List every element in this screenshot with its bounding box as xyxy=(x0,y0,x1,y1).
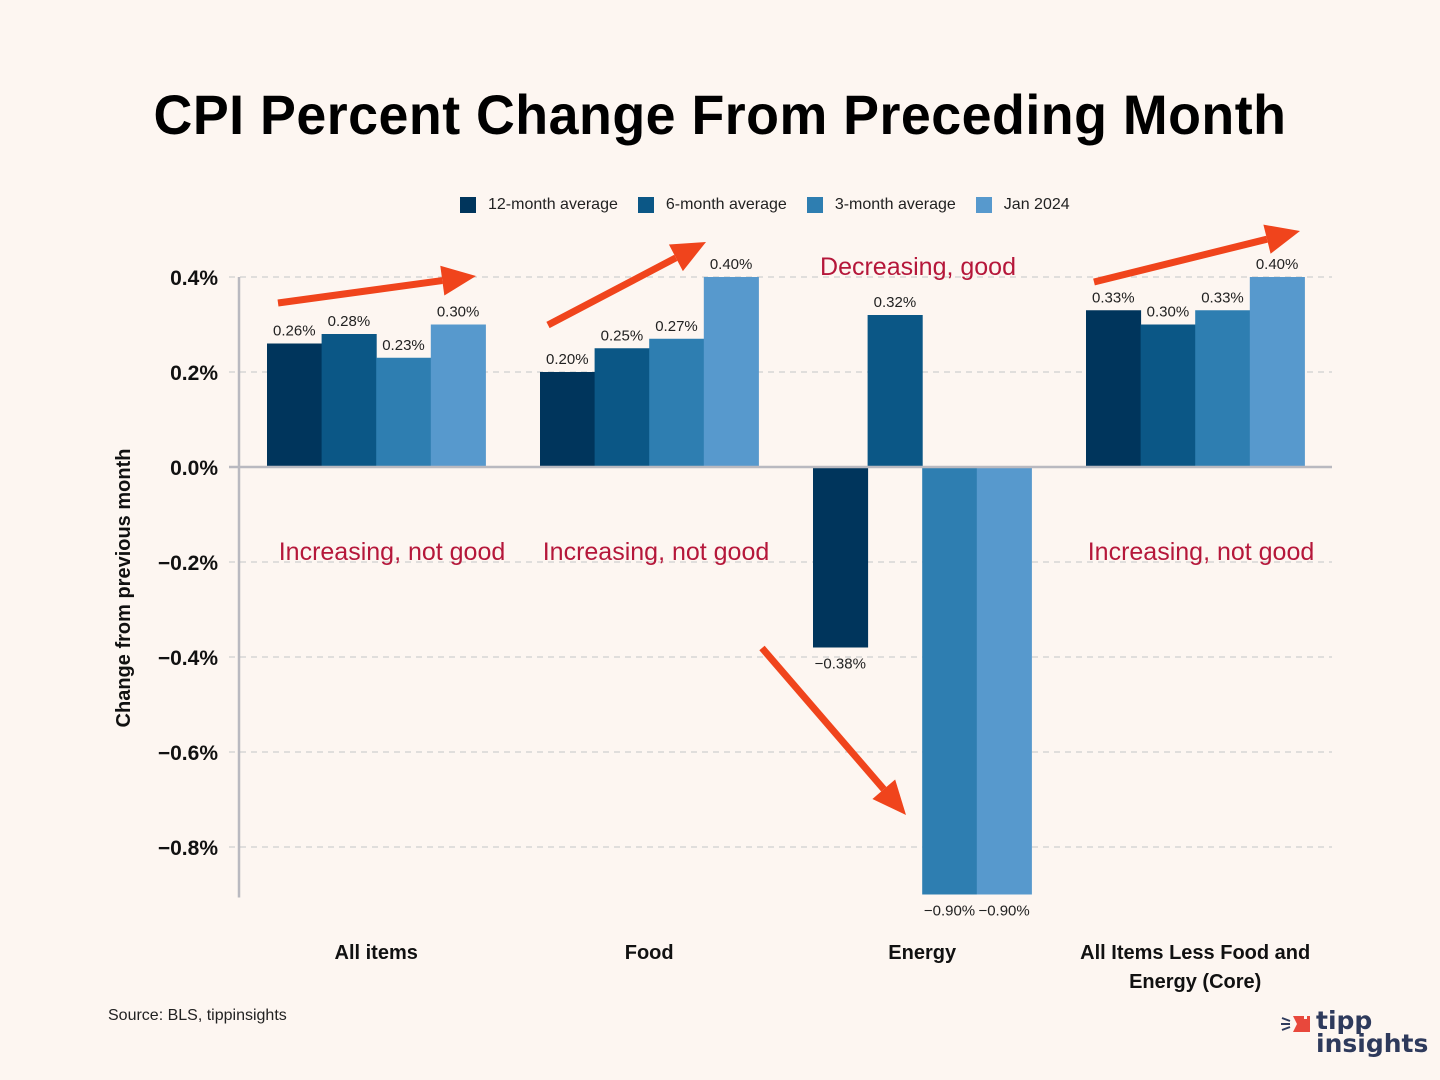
data-label: 0.30% xyxy=(437,304,480,321)
trend-arrow-head-icon xyxy=(872,779,906,815)
bar xyxy=(540,372,596,467)
category-label: All items xyxy=(335,942,418,964)
data-label: 0.40% xyxy=(1256,256,1299,273)
y-tick-label: −0.4% xyxy=(158,647,218,670)
data-label: 0.30% xyxy=(1147,304,1190,321)
legend-item: 6-month average xyxy=(637,196,787,214)
annotation-text: Increasing, not good xyxy=(543,538,770,566)
chart-title: CPI Percent Change From Preceding Month xyxy=(153,83,1287,146)
data-label: 0.33% xyxy=(1092,289,1135,306)
megaphone-icon xyxy=(1281,1016,1310,1032)
legend-label: 6-month average xyxy=(665,196,787,213)
legend-swatch xyxy=(975,197,992,213)
trend-arrow-head-icon xyxy=(440,265,476,296)
bar xyxy=(267,343,323,467)
legend-item: Jan 2024 xyxy=(975,196,1070,214)
legend: 12-month average 6-month average 3-month a… xyxy=(460,196,1090,214)
data-label: −0.90% xyxy=(978,903,1029,920)
trend-arrow-head-icon xyxy=(1263,224,1300,254)
data-label: 0.40% xyxy=(710,256,753,273)
data-label: 0.32% xyxy=(874,294,917,311)
legend-label: 3-month average xyxy=(834,196,956,213)
y-tick-label: 0.2% xyxy=(170,362,218,385)
category-label: Food xyxy=(625,942,674,964)
legend-item: 12-month average xyxy=(460,196,618,214)
trend-arrow-line xyxy=(759,645,887,792)
bar xyxy=(594,348,650,467)
bar xyxy=(1195,310,1251,467)
bar xyxy=(1086,310,1142,467)
data-label: 0.20% xyxy=(546,351,589,368)
y-axis-label: Change from previous month xyxy=(113,449,135,728)
y-tick-label: 0.0% xyxy=(170,457,218,480)
annotation-text: Increasing, not good xyxy=(279,538,506,566)
legend-swatch xyxy=(460,197,476,213)
category-label: Energy (Core) xyxy=(1129,971,1261,993)
trend-arrow-line xyxy=(546,254,678,329)
tipp-insights-logo: tipp insights xyxy=(1280,1008,1430,1058)
legend-swatch xyxy=(806,197,823,213)
bar xyxy=(703,277,759,467)
bar xyxy=(430,324,486,467)
y-tick-label: −0.2% xyxy=(158,552,218,575)
y-tick-label: −0.8% xyxy=(158,837,218,860)
y-tick-label: 0.4% xyxy=(170,267,218,290)
data-label: 0.28% xyxy=(328,313,371,330)
bar xyxy=(1249,277,1305,467)
bar xyxy=(321,334,377,467)
data-label: −0.90% xyxy=(924,903,975,920)
bar xyxy=(867,315,923,467)
trend-arrow-line xyxy=(277,277,443,307)
bar xyxy=(976,467,1032,895)
data-label: 0.33% xyxy=(1201,289,1244,306)
source-note: Source: BLS, tippinsights xyxy=(108,1007,287,1024)
category-label: All Items Less Food and xyxy=(1080,942,1310,964)
legend-swatch xyxy=(637,197,654,213)
data-label: 0.26% xyxy=(273,323,316,340)
data-label: 0.27% xyxy=(655,318,698,335)
data-label: −0.38% xyxy=(815,656,866,673)
bar xyxy=(376,357,432,467)
legend-item: 3-month average xyxy=(806,196,956,214)
y-tick-label: −0.6% xyxy=(158,742,218,765)
legend-label: Jan 2024 xyxy=(1003,196,1070,213)
annotation-text: Increasing, not good xyxy=(1088,538,1315,566)
annotation-text: Decreasing, good xyxy=(820,253,1016,281)
bar xyxy=(649,338,705,467)
category-label: Energy xyxy=(888,942,957,964)
data-label: 0.23% xyxy=(382,337,425,354)
logo-text-insights: insights xyxy=(1316,1029,1429,1058)
bar xyxy=(922,467,978,895)
logo-text-tipp: tipp xyxy=(1316,1006,1373,1035)
trend-arrow-head-icon xyxy=(668,242,706,272)
bar xyxy=(813,467,869,648)
legend-label: 12-month average xyxy=(488,196,618,213)
bar xyxy=(1140,324,1196,467)
trend-arrow-line xyxy=(1093,235,1268,286)
data-label: 0.25% xyxy=(601,327,644,344)
